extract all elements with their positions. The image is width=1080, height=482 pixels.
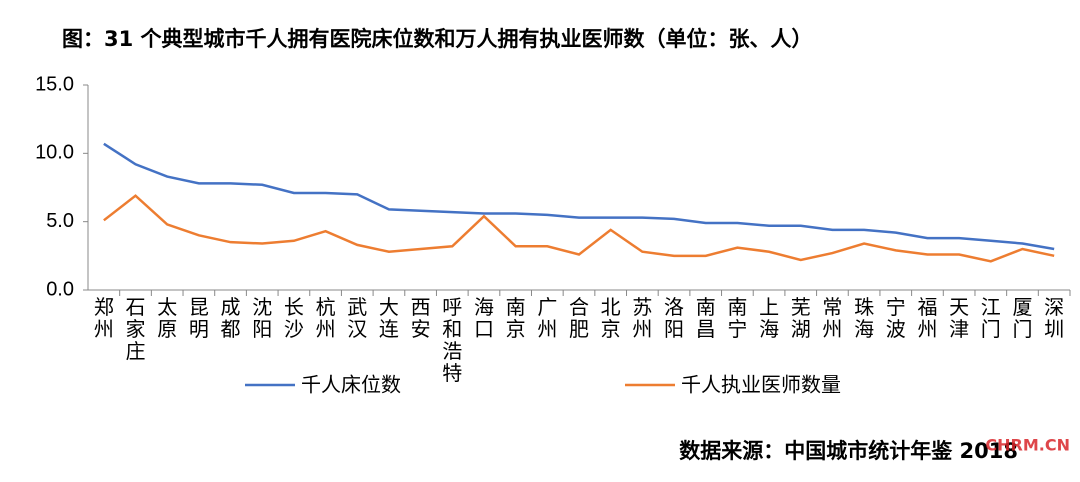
x-tick-label: 厦门 bbox=[1012, 295, 1032, 341]
series-line bbox=[103, 142, 1055, 251]
x-tick-label: 呼和浩特 bbox=[442, 295, 462, 385]
x-tick-label: 合肥 bbox=[569, 295, 589, 341]
legend-label: 千人执业医师数量 bbox=[681, 373, 841, 397]
x-tick-label: 郑州 bbox=[94, 295, 114, 341]
x-tick-label: 杭州 bbox=[316, 295, 336, 341]
x-tick-label: 长沙 bbox=[284, 295, 304, 341]
x-tick-label: 常州 bbox=[822, 295, 842, 341]
x-tick-label: 广州 bbox=[537, 295, 557, 341]
x-tick-label: 洛阳 bbox=[664, 295, 684, 341]
chart-title: 图：31 个典型城市千人拥有医院床位数和万人拥有执业医师数（单位：张、人） bbox=[62, 27, 813, 51]
source-note: 数据来源：中国城市统计年鉴 2018 bbox=[679, 439, 1018, 463]
series-line bbox=[103, 194, 1055, 263]
y-tick-label: 15.0 bbox=[35, 73, 74, 95]
x-tick-label: 深圳 bbox=[1044, 295, 1064, 341]
x-tick-label: 海口 bbox=[474, 295, 494, 341]
x-tick-label: 石家庄 bbox=[126, 295, 146, 363]
x-tick-label: 太原 bbox=[157, 295, 177, 341]
x-tick-label: 福州 bbox=[917, 295, 937, 341]
y-tick-label: 5.0 bbox=[46, 210, 74, 232]
x-tick-label: 南昌 bbox=[696, 295, 716, 341]
x-tick-label: 昆明 bbox=[189, 295, 209, 341]
x-tick-label: 芜湖 bbox=[791, 295, 811, 341]
y-tick-label: 10.0 bbox=[35, 142, 74, 164]
x-tick-label: 南京 bbox=[506, 295, 526, 341]
y-tick-label: 0.0 bbox=[46, 278, 74, 300]
x-tick-label: 北京 bbox=[601, 295, 621, 341]
x-tick-label: 苏州 bbox=[632, 295, 652, 341]
x-tick-label: 上海 bbox=[759, 295, 779, 341]
x-tick-label: 宁波 bbox=[886, 295, 906, 341]
x-tick-label: 江门 bbox=[981, 295, 1001, 341]
x-tick-label: 天津 bbox=[949, 295, 969, 341]
x-tick-label: 西安 bbox=[411, 295, 431, 341]
x-tick-label: 大连 bbox=[379, 295, 399, 341]
x-tick-label: 南宁 bbox=[727, 295, 747, 341]
x-tick-label: 珠海 bbox=[854, 295, 874, 341]
x-tick-label: 成都 bbox=[221, 295, 241, 341]
x-tick-label: 武汉 bbox=[347, 295, 367, 341]
watermark: CHRM.CN bbox=[985, 436, 1070, 455]
x-tick-label: 沈阳 bbox=[252, 295, 272, 341]
legend-label: 千人床位数 bbox=[301, 373, 401, 397]
